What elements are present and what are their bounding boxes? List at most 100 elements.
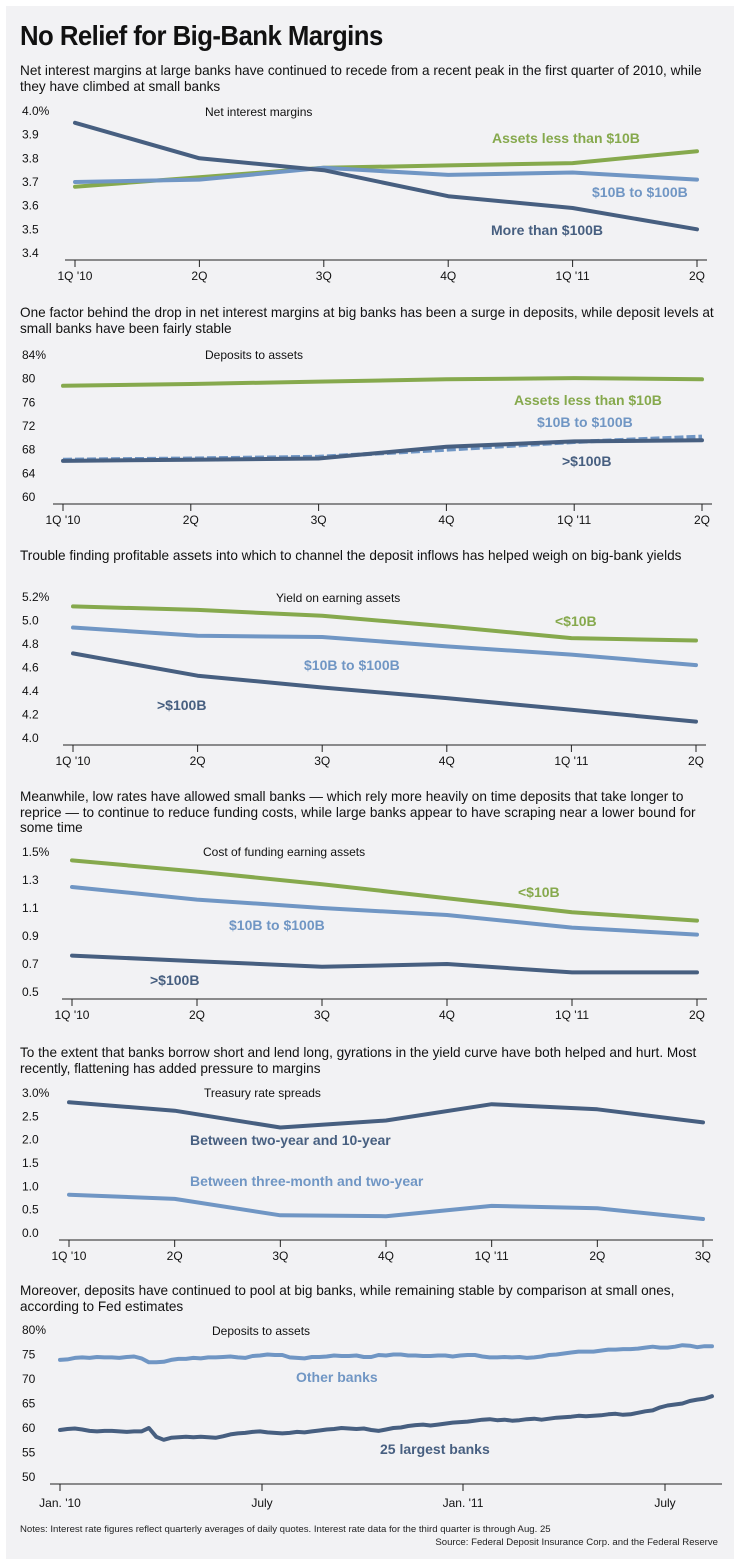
y-tick-label: 50 [22, 1470, 36, 1484]
x-tick-label: 3Q [695, 1249, 711, 1263]
y-tick-label: 68 [22, 443, 36, 457]
y-tick-label: 3.0% [22, 1086, 50, 1100]
series-label: Assets less than $10B [492, 130, 640, 146]
x-tick-label: 3Q [316, 269, 332, 283]
chart-6-subtitle: Moreover, deposits have continued to poo… [20, 1283, 675, 1314]
series-label: $10B to $100B [304, 657, 400, 673]
y-tick-label: 3.5 [22, 222, 39, 236]
y-tick-label: 3.9 [22, 128, 39, 142]
y-tick-label: 0.5 [22, 1203, 39, 1217]
series-line-assets-less-than-10b [61, 376, 704, 388]
series-label: >$100B [150, 972, 199, 988]
x-tick-label: 4Q [438, 513, 454, 527]
y-tick-label: 0.7 [22, 957, 39, 971]
source-text: Source: Federal Deposit Insurance Corp. … [435, 1537, 718, 1548]
chart-title: Net interest margins [205, 105, 312, 119]
y-tick-label: 80 [22, 372, 36, 386]
y-tick-label: 1.5 [22, 1156, 39, 1170]
y-tick-label: 70 [22, 1372, 36, 1386]
y-tick-label: 4.0% [22, 104, 50, 118]
x-tick-label: 2Q [191, 269, 207, 283]
y-tick-label: 5.0 [22, 614, 39, 628]
series-line-other-banks [58, 1343, 714, 1365]
y-tick-label: 84% [22, 348, 46, 362]
y-tick-label: 0.0 [22, 1226, 39, 1240]
x-tick-label: 1Q '10 [46, 513, 81, 527]
x-tick-label: 3Q [314, 754, 330, 768]
series-label: 25 largest banks [380, 1441, 490, 1457]
x-tick-label: 1Q '10 [56, 754, 91, 768]
x-tick-label: 3Q [311, 513, 327, 527]
y-tick-label: 4.2 [22, 708, 39, 722]
series-line-100b [70, 953, 699, 975]
x-tick-label: 2Q [694, 513, 710, 527]
x-tick-label: 1Q '11 [554, 754, 588, 768]
chart-title: Treasury rate spreads [204, 1086, 321, 1100]
x-tick-label: 1Q '11 [555, 1008, 589, 1022]
x-tick-label: 1Q '11 [557, 513, 591, 527]
chart-title: Deposits to assets [205, 348, 303, 362]
x-tick-label: 2Q [689, 1008, 705, 1022]
x-tick-label: 1Q '10 [55, 1008, 90, 1022]
x-tick-label: 4Q [440, 269, 456, 283]
series-label: Other banks [296, 1369, 378, 1385]
x-tick-label: 2Q [190, 754, 206, 768]
series-line-10b-to-100b [73, 165, 699, 184]
series-line-10b [71, 604, 698, 643]
x-tick-label: 3Q [314, 1008, 330, 1022]
x-tick-label: 2Q [183, 513, 199, 527]
y-tick-label: 0.5 [22, 985, 39, 999]
x-tick-label: July [251, 1496, 272, 1510]
x-tick-label: 2Q [689, 269, 705, 283]
y-tick-label: 4.0 [22, 731, 39, 745]
x-tick-label: Jan. '11 [443, 1496, 484, 1510]
x-tick-label: 4Q [439, 1008, 455, 1022]
chart-title: Yield on earning assets [276, 591, 400, 605]
chart-2-subtitle: One factor behind the drop in net intere… [20, 305, 714, 336]
y-tick-label: 1.0 [22, 1179, 39, 1193]
series-line-100b [61, 438, 704, 463]
page-frame [6, 6, 734, 1559]
chart-5-subtitle: To the extent that banks borrow short an… [20, 1045, 697, 1076]
y-tick-label: 1.1 [22, 901, 39, 915]
series-line-10b-to-100b [71, 625, 698, 668]
x-tick-label: 3Q [272, 1249, 288, 1263]
series-line-10b-to-100b [70, 885, 699, 937]
y-tick-label: 5.2% [22, 590, 50, 604]
y-tick-label: 1.3 [22, 873, 39, 887]
series-label: >$100B [562, 453, 611, 469]
y-tick-label: 3.4 [22, 246, 39, 260]
x-tick-label: 1Q '11 [475, 1249, 509, 1263]
x-tick-label: 2Q [167, 1249, 183, 1263]
x-tick-label: 2Q [589, 1249, 605, 1263]
series-label: Between three-month and two-year [190, 1173, 424, 1189]
series-label: Between two-year and 10-year [190, 1132, 391, 1148]
series-line-more-than-100b [73, 120, 699, 232]
x-tick-label: 1Q '11 [556, 269, 590, 283]
y-tick-label: 2.0 [22, 1133, 39, 1147]
y-tick-label: 4.8 [22, 637, 39, 651]
y-tick-label: 60 [22, 490, 36, 504]
chart-title: Cost of funding earning assets [203, 845, 365, 859]
chart-3-subtitle: Trouble finding profitable assets into w… [20, 548, 682, 563]
y-tick-label: 72 [22, 419, 36, 433]
y-tick-label: 1.5% [22, 845, 50, 859]
series-line-100b [71, 651, 698, 724]
chart-title: Deposits to assets [212, 1324, 310, 1338]
series-label: More than $100B [491, 222, 603, 238]
series-label: $10B to $100B [592, 184, 688, 200]
series-line-between-two-year-and-10-year [67, 1100, 705, 1130]
y-tick-label: 64 [22, 466, 36, 480]
y-tick-label: 60 [22, 1421, 36, 1435]
y-tick-label: 0.9 [22, 929, 39, 943]
y-tick-label: 55 [22, 1446, 36, 1460]
x-tick-label: July [654, 1496, 675, 1510]
chart-1-subtitle: Net interest margins at large banks have… [20, 63, 702, 94]
x-tick-label: 1Q '10 [52, 1249, 87, 1263]
x-tick-label: 2Q [189, 1008, 205, 1022]
